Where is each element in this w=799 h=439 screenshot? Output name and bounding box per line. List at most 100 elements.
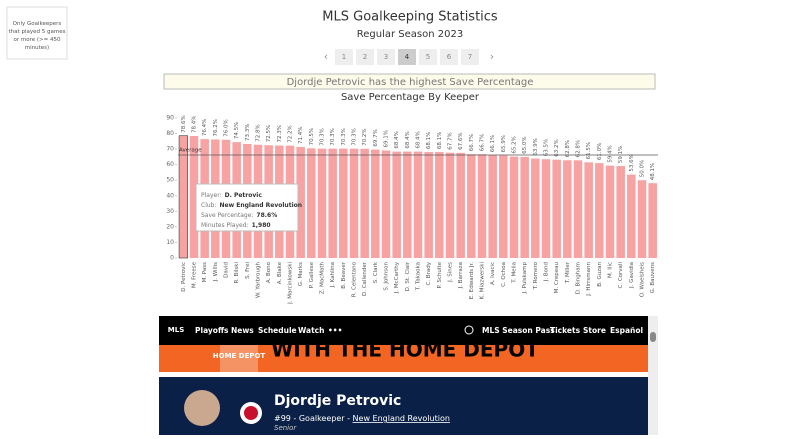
filter-note-box: Only Goalkeepers that played 5 games or …	[9, 21, 66, 51]
prev-page[interactable]: ‹	[324, 50, 328, 63]
x-tick-label: W. Yarbrough	[256, 261, 262, 298]
x-tick-label: G. Marks	[298, 262, 304, 286]
x-tick-label: A. Blake	[277, 261, 283, 284]
nav-item[interactable]: Schedule	[258, 326, 297, 335]
y-tick-label: 20	[166, 223, 174, 230]
page-label[interactable]: 2	[363, 53, 367, 61]
page-button[interactable]	[377, 49, 395, 65]
mls-logo[interactable]: MLS	[168, 326, 184, 334]
tooltip-key: Minutes Played:	[201, 222, 249, 229]
bar[interactable]	[616, 166, 625, 258]
player-info: #99 - Goalkeeper - New England Revolutio…	[274, 414, 450, 423]
bar[interactable]	[499, 155, 508, 258]
bar[interactable]	[403, 151, 412, 258]
bar[interactable]	[552, 159, 561, 258]
value-label: 66.7%	[469, 134, 475, 151]
x-tick-label: R. Celentano	[352, 261, 358, 297]
x-tick-label: David	[224, 262, 230, 278]
banner	[159, 345, 648, 372]
bar[interactable]	[541, 159, 551, 258]
bar[interactable]	[648, 183, 657, 258]
bar[interactable]	[307, 148, 316, 258]
page-button[interactable]	[461, 49, 479, 65]
page-label[interactable]: 7	[468, 53, 472, 61]
nav-item[interactable]: •••	[328, 326, 342, 335]
value-label: 72.5%	[266, 125, 272, 142]
value-label: 78.4%	[192, 116, 198, 133]
y-tick-label: 40	[166, 192, 174, 199]
page-button[interactable]	[356, 49, 374, 65]
bar[interactable]	[520, 156, 529, 258]
x-tick-label: K. Miazwerski	[480, 262, 486, 300]
bar[interactable]	[531, 158, 540, 258]
search-icon[interactable]	[464, 325, 474, 335]
next-page[interactable]: ›	[490, 50, 494, 63]
bar[interactable]	[435, 152, 444, 258]
bar[interactable]	[424, 152, 433, 258]
bar[interactable]	[584, 162, 593, 258]
nav-item[interactable]: Playoffs	[195, 326, 229, 335]
nav-right-item[interactable]: Store	[583, 326, 606, 335]
bar[interactable]	[413, 151, 423, 258]
bar[interactable]	[605, 165, 615, 258]
page-button[interactable]	[419, 49, 437, 65]
page-label[interactable]: 3	[384, 53, 388, 61]
nav-right-item[interactable]: MLS Season Pass	[482, 326, 555, 335]
page-button[interactable]	[398, 49, 416, 65]
x-tick-label: J. Bond	[544, 262, 550, 282]
value-label: 76.4%	[202, 119, 208, 136]
value-label: 63.9%	[533, 138, 539, 155]
page-label[interactable]: 5	[426, 53, 430, 61]
bar[interactable]	[637, 180, 647, 258]
value-label: 70.3%	[330, 128, 336, 145]
value-label: 72.3%	[277, 125, 283, 142]
page-label[interactable]: 1	[342, 53, 346, 61]
player-club[interactable]: New England Revolution	[353, 414, 450, 423]
nav-item[interactable]: News	[231, 326, 254, 335]
tooltip-key: Save Percentage:	[201, 212, 253, 219]
x-tick-label: B. Guzan	[597, 261, 603, 286]
y-tick-label: 90	[166, 115, 174, 122]
bar[interactable]	[178, 135, 188, 259]
bar[interactable]	[595, 163, 604, 258]
nav-right-item[interactable]: Español	[610, 326, 643, 335]
x-tick-label: T. Miller	[565, 261, 571, 284]
bar[interactable]	[349, 148, 359, 258]
value-label: 50.0%	[640, 160, 646, 177]
bar[interactable]	[296, 146, 305, 258]
bar[interactable]	[467, 154, 476, 258]
bar[interactable]	[509, 156, 519, 258]
player-name: Djordje Petrovic	[274, 393, 401, 409]
nav-item[interactable]: Watch	[298, 326, 324, 335]
bar[interactable]	[477, 154, 487, 258]
bar[interactable]	[360, 148, 369, 258]
value-label: 59.1%	[618, 146, 624, 163]
bar[interactable]	[189, 136, 199, 258]
bar[interactable]	[456, 152, 465, 258]
bar[interactable]	[627, 174, 636, 258]
bar[interactable]	[563, 160, 572, 258]
bar[interactable]	[339, 148, 348, 258]
page-button[interactable]	[440, 49, 458, 65]
page-label[interactable]: 4	[405, 53, 410, 61]
value-label: 66.7%	[480, 134, 486, 151]
bar[interactable]	[381, 150, 391, 258]
player-photo	[184, 390, 220, 426]
bar[interactable]	[371, 149, 380, 258]
x-tick-label: J. Willis	[213, 262, 219, 283]
x-tick-label: J. Hirrsmann	[586, 261, 592, 296]
bar[interactable]	[328, 148, 337, 258]
bar[interactable]	[488, 155, 497, 258]
page-label[interactable]: 6	[447, 53, 452, 61]
bar[interactable]	[573, 160, 583, 258]
bar[interactable]	[392, 151, 401, 258]
nav-right-item[interactable]: Tickets	[550, 326, 581, 335]
bar[interactable]	[317, 148, 327, 258]
x-tick-label: B. Beaver	[341, 261, 347, 288]
scroll-thumb[interactable]	[650, 332, 656, 342]
x-tick-label: J. McCarthy	[394, 261, 400, 294]
page-button[interactable]	[335, 49, 353, 65]
bar[interactable]	[445, 152, 455, 258]
value-label: 70.3%	[320, 128, 326, 145]
value-label: 69.7%	[373, 129, 379, 146]
